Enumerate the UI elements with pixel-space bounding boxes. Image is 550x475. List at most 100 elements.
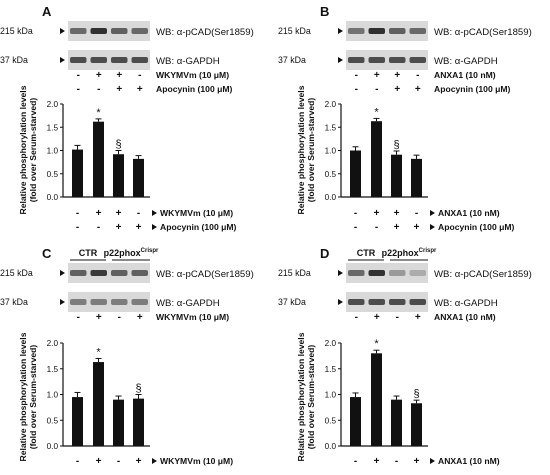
treatment-sign: + xyxy=(414,222,420,233)
arrow-icon xyxy=(152,210,157,216)
treatment-sign: + xyxy=(374,456,380,467)
treatment-sign: + xyxy=(394,208,400,219)
arrow-icon xyxy=(338,28,343,34)
group-label: p22phoxCrispr xyxy=(382,248,437,258)
arrow-icon xyxy=(152,458,157,464)
y-tick-label: 2.0 xyxy=(325,100,337,109)
wb-label: WB: α-pCAD(Ser1859) xyxy=(434,27,532,38)
treatment-label: Apocynin (100 μM) xyxy=(434,84,511,94)
treatment-sign: + xyxy=(374,312,380,323)
group-label: CTR xyxy=(357,248,376,258)
treatment-sign: + xyxy=(415,84,421,95)
blot-band xyxy=(348,270,365,276)
treatment-label: ANXA1 (10 nM) xyxy=(438,208,500,218)
blot-band xyxy=(70,28,87,34)
kda-marker: 37 kDa xyxy=(278,297,306,307)
treatment-sign: + xyxy=(96,312,102,323)
treatment-sign: + xyxy=(137,84,143,95)
y-axis-label-line2: (fold over Serum-starved) xyxy=(28,345,38,450)
blot-band xyxy=(111,28,128,34)
treatment-sign: - xyxy=(355,312,358,323)
blot-strip xyxy=(68,263,150,283)
treatment-sign: + xyxy=(116,84,122,95)
blot-strip xyxy=(68,21,150,41)
bar xyxy=(133,398,144,446)
blot-band xyxy=(368,57,385,63)
treatment-sign: - xyxy=(76,208,79,219)
panel-b: B 215 kDa WB: α-pCAD(Ser1859) 37 kDa WB: α-G… xyxy=(278,4,532,233)
treatment-sign: + xyxy=(415,312,421,323)
blot-strip xyxy=(346,263,428,283)
y-tick-label: 2.0 xyxy=(47,339,59,348)
blot-band xyxy=(131,270,148,276)
y-axis-label: Relative phosphorylation levels(fold ove… xyxy=(18,332,38,461)
treatment-sign: + xyxy=(116,208,122,219)
significance-mark: § xyxy=(393,139,399,151)
blot-band xyxy=(90,270,107,276)
blot-band xyxy=(111,57,128,63)
blot-band xyxy=(348,28,365,34)
kda-marker: 37 kDa xyxy=(0,297,28,307)
treatment-label: WKYMVm (10 μM) xyxy=(156,70,229,80)
treatment-sign: + xyxy=(96,70,102,81)
y-tick-label: 0.5 xyxy=(47,416,59,425)
treatment-sign: + xyxy=(374,208,380,219)
treatment-sign: - xyxy=(118,312,121,323)
blot-band xyxy=(70,299,87,305)
blot-strip xyxy=(346,50,428,70)
blot-band xyxy=(348,299,365,305)
blot-band xyxy=(70,270,87,276)
group-name: CTR xyxy=(357,248,376,258)
bar xyxy=(391,399,402,446)
treatment-sign: - xyxy=(415,208,418,219)
bar xyxy=(93,121,104,197)
y-tick-label: 0.5 xyxy=(325,416,337,425)
treatment-label: ANXA1 (10 nM) xyxy=(438,456,500,466)
y-tick-label: 1.5 xyxy=(325,365,337,374)
blot-band xyxy=(131,299,148,305)
bar xyxy=(72,149,83,197)
y-tick-label: 0.0 xyxy=(325,442,337,451)
treatment-sign: + xyxy=(96,456,102,467)
wb-label: WB: α-pCAD(Ser1859) xyxy=(434,269,532,280)
y-axis-label-line2: (fold over Serum-starved) xyxy=(28,98,38,203)
arrow-icon xyxy=(430,210,435,216)
arrow-icon xyxy=(338,299,343,305)
kda-marker: 215 kDa xyxy=(278,26,311,36)
y-axis-label: Relative phosphorylation levels(fold ove… xyxy=(18,85,38,214)
treatment-sign: - xyxy=(354,208,357,219)
y-tick-label: 1.5 xyxy=(47,123,59,132)
bar xyxy=(411,403,422,446)
panel-letter: B xyxy=(320,4,329,19)
blot-band xyxy=(90,57,107,63)
y-tick-label: 1.0 xyxy=(325,147,337,156)
treatment-sign: + xyxy=(136,456,142,467)
blot-band xyxy=(409,57,426,63)
arrow-icon xyxy=(60,299,65,305)
arrow-icon xyxy=(338,57,343,63)
y-axis-label-line1: Relative phosphorylation levels xyxy=(18,332,28,461)
blot-strip xyxy=(346,292,428,312)
bar xyxy=(350,397,361,446)
arrow-icon xyxy=(60,270,65,276)
y-tick-label: 1.0 xyxy=(47,391,59,400)
group-superscript: Crispr xyxy=(419,248,437,254)
treatment-label: Apocynin (100 μM) xyxy=(160,222,237,232)
treatment-sign: - xyxy=(76,222,79,233)
treatment-sign: - xyxy=(77,312,80,323)
group-label: CTR xyxy=(79,248,98,258)
treatment-sign: + xyxy=(394,84,400,95)
significance-mark: * xyxy=(374,338,379,350)
arrow-icon xyxy=(430,458,435,464)
blot-band xyxy=(90,299,107,305)
y-tick-label: 1.5 xyxy=(325,123,337,132)
blot-band xyxy=(389,28,406,34)
y-axis-label: Relative phosphorylation levels(fold ove… xyxy=(296,332,316,461)
treatment-sign: - xyxy=(375,222,378,233)
blot-band xyxy=(409,270,426,276)
blot-strip xyxy=(68,50,150,70)
y-tick-label: 0.0 xyxy=(47,442,59,451)
treatment-label: ANXA1 (10 nM) xyxy=(434,312,496,322)
arrow-icon xyxy=(430,224,435,230)
